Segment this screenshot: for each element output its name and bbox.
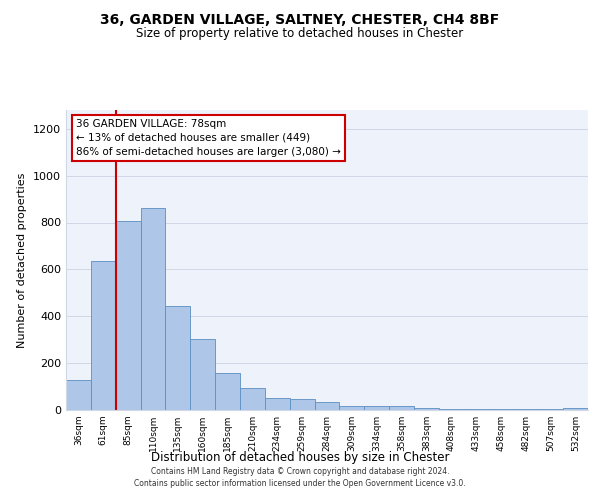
Text: 36 GARDEN VILLAGE: 78sqm
← 13% of detached houses are smaller (449)
86% of semi-: 36 GARDEN VILLAGE: 78sqm ← 13% of detach… — [76, 119, 341, 157]
Bar — [414, 408, 439, 410]
Text: Contains HM Land Registry data © Crown copyright and database right 2024.
Contai: Contains HM Land Registry data © Crown c… — [134, 466, 466, 487]
Y-axis label: Number of detached properties: Number of detached properties — [17, 172, 28, 348]
Bar — [265, 398, 290, 410]
Text: Size of property relative to detached houses in Chester: Size of property relative to detached ho… — [136, 28, 464, 40]
Bar — [91, 261, 116, 410]
Bar — [488, 409, 514, 410]
Text: 36, GARDEN VILLAGE, SALTNEY, CHESTER, CH4 8BF: 36, GARDEN VILLAGE, SALTNEY, CHESTER, CH… — [100, 12, 500, 26]
Bar — [116, 222, 140, 410]
Bar — [66, 380, 91, 410]
Bar — [389, 406, 414, 410]
Bar — [514, 409, 538, 410]
Bar — [439, 409, 464, 410]
Bar — [464, 409, 488, 410]
Bar — [538, 409, 563, 410]
Bar — [364, 406, 389, 410]
Bar — [215, 373, 240, 410]
Bar — [340, 406, 364, 410]
Bar — [240, 388, 265, 410]
Bar — [166, 306, 190, 410]
Bar — [563, 408, 588, 410]
Bar — [190, 338, 215, 410]
Bar — [290, 400, 314, 410]
Bar — [140, 208, 166, 410]
Bar — [314, 402, 340, 410]
Text: Distribution of detached houses by size in Chester: Distribution of detached houses by size … — [151, 451, 449, 464]
